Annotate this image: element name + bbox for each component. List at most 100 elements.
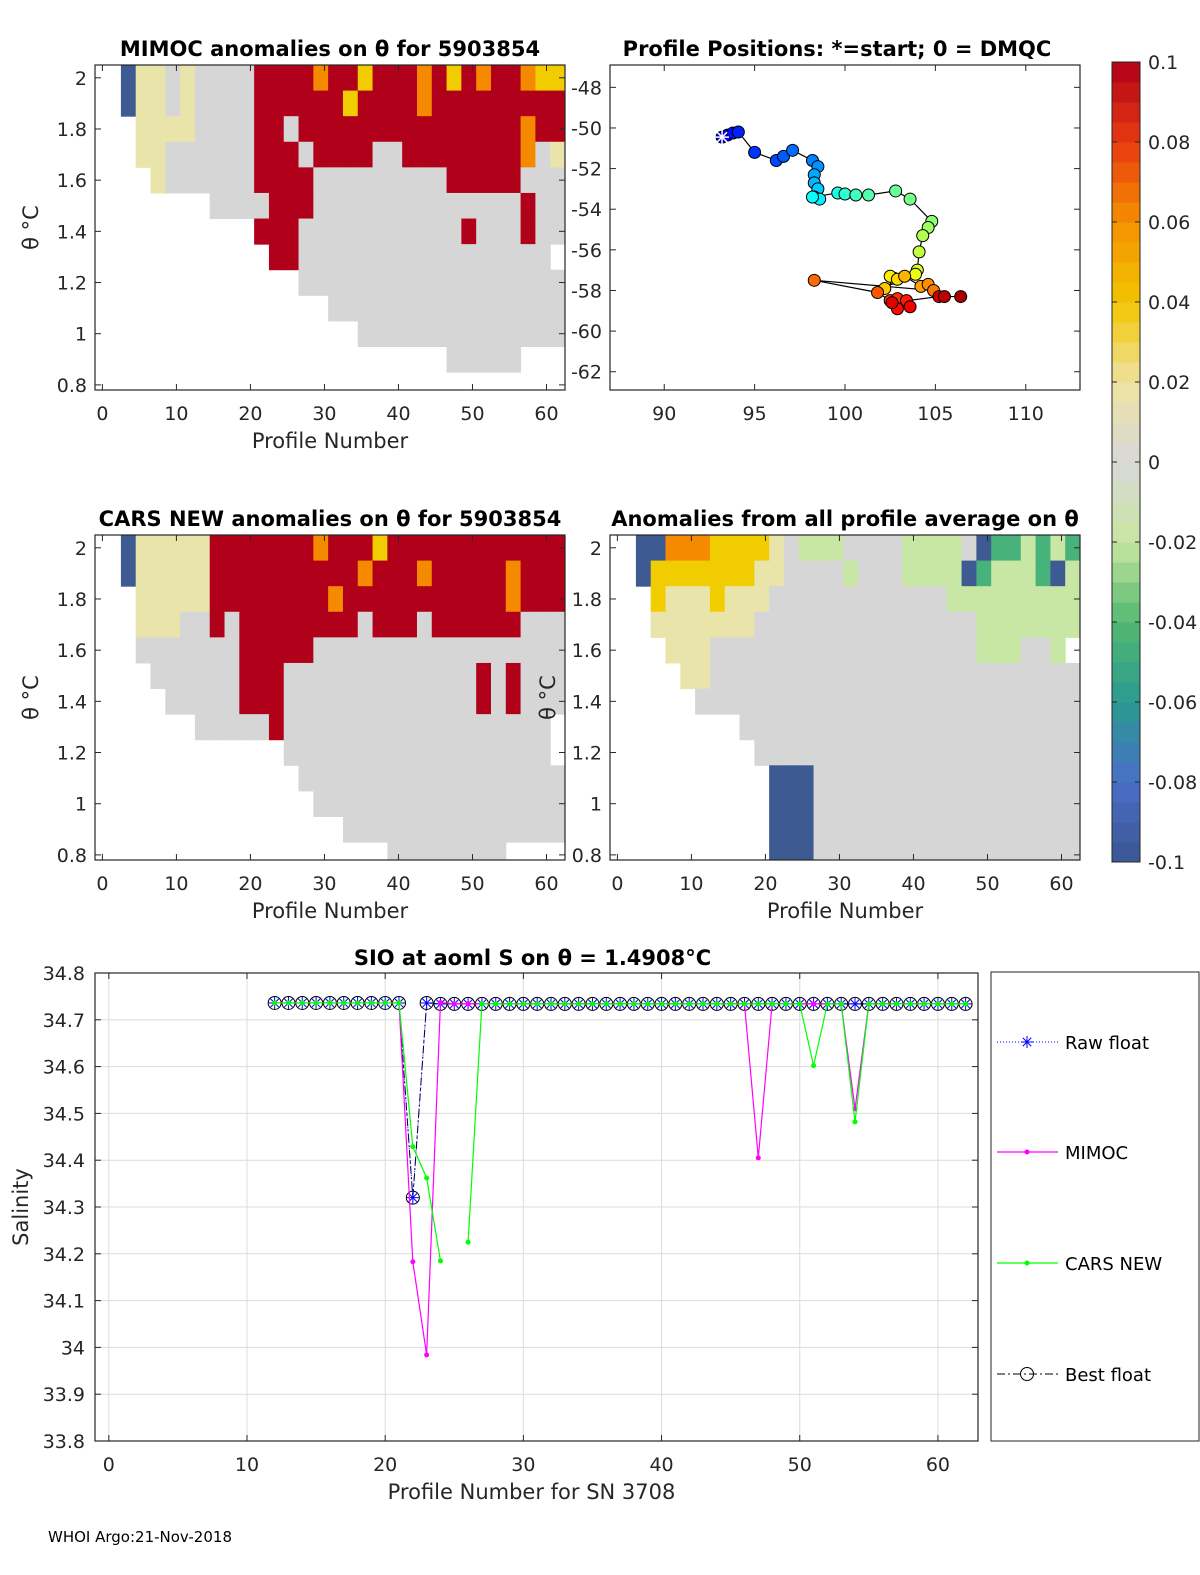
heatmap-cell xyxy=(372,269,388,296)
heatmap-cell xyxy=(887,662,903,690)
heatmap-cell xyxy=(976,842,992,861)
heatmap-cell xyxy=(476,688,492,715)
heatmap-cell xyxy=(342,535,359,562)
heatmap-cell xyxy=(887,688,903,715)
heatmap-cell xyxy=(461,192,477,220)
heatmap-cell xyxy=(857,662,874,690)
heatmap-cell xyxy=(150,141,166,168)
heatmap-cell xyxy=(416,662,433,690)
heatmap-cell xyxy=(180,560,196,587)
cars-new-marker xyxy=(410,1144,416,1150)
heatmap-cell xyxy=(402,65,418,92)
heatmap-cell xyxy=(1065,688,1081,715)
colorbar-band xyxy=(1112,222,1140,243)
heatmap-cell xyxy=(783,560,800,587)
y-tick-label: 1.4 xyxy=(57,221,87,243)
heatmap-cell xyxy=(490,586,507,613)
heatmap-cell xyxy=(917,560,933,587)
profile-position-marker xyxy=(898,269,912,283)
y-tick-label: -56 xyxy=(571,240,602,262)
heatmap-cell xyxy=(372,320,388,347)
heatmap-cell xyxy=(976,560,992,587)
heatmap-cell xyxy=(769,662,785,690)
y-axis-label: θ °C xyxy=(19,205,43,250)
heatmap-cell xyxy=(446,611,462,638)
heatmap-cell xyxy=(194,586,211,613)
heatmap-cell xyxy=(461,90,477,117)
heatmap-cell xyxy=(254,218,270,245)
heatmap-cell xyxy=(917,535,933,562)
heatmap-cell xyxy=(887,586,903,613)
heatmap-cell xyxy=(550,218,566,245)
heatmap-cell xyxy=(754,637,770,664)
heatmap-cell xyxy=(357,218,374,245)
chart-title: Profile Positions: *=start; 0 = DMQC xyxy=(623,37,1052,61)
heatmap-cell xyxy=(328,662,344,690)
cars-new-marker xyxy=(313,1000,319,1006)
heatmap-cell xyxy=(505,167,522,194)
heatmap-cell xyxy=(268,637,285,664)
heatmap-cell xyxy=(798,790,815,817)
heatmap-cell xyxy=(268,244,285,271)
heatmap-cell xyxy=(887,714,903,741)
heatmap-cell xyxy=(1020,739,1037,766)
heatmap-cell xyxy=(798,611,815,638)
heatmap-cell xyxy=(1065,662,1081,690)
mimoc-marker xyxy=(410,1259,416,1265)
heatmap-cell xyxy=(298,116,314,143)
heatmap-cell xyxy=(135,535,152,562)
heatmap-cell xyxy=(431,688,448,715)
heatmap-cell xyxy=(402,192,418,220)
heatmap-cell xyxy=(254,192,270,220)
heatmap-cell xyxy=(520,714,536,741)
heatmap-cell xyxy=(298,765,314,792)
heatmap-cell xyxy=(387,842,403,861)
heatmap-cell xyxy=(1035,714,1051,741)
heatmap-cell xyxy=(150,116,166,143)
heatmap-cell xyxy=(476,765,492,792)
x-axis-label: Profile Number xyxy=(767,899,924,923)
heatmap-cell xyxy=(342,141,359,168)
colorbar-tick-label: -0.08 xyxy=(1148,772,1197,794)
heatmap-cell xyxy=(239,611,255,638)
y-tick-label: 1.2 xyxy=(572,743,602,765)
heatmap-cell xyxy=(283,714,300,741)
heatmap-cell xyxy=(357,637,374,664)
heatmap-cell xyxy=(387,662,403,690)
heatmap-cell xyxy=(431,535,448,562)
heatmap-cell xyxy=(550,320,566,347)
heatmap-cell xyxy=(298,269,314,296)
heatmap-cell xyxy=(828,637,844,664)
heatmap-cell xyxy=(550,192,566,220)
heatmap-cell xyxy=(739,714,755,741)
heatmap-cell xyxy=(946,816,963,843)
heatmap-cell xyxy=(754,714,770,741)
heatmap-cell xyxy=(1005,765,1022,792)
colorbar-band xyxy=(1112,722,1140,743)
cars-new-marker xyxy=(396,1000,402,1006)
cars-new-marker xyxy=(949,1001,955,1007)
series-line xyxy=(274,1001,966,1355)
heatmap-cell xyxy=(505,586,522,613)
heatmap-cell xyxy=(239,167,255,194)
heatmap-cell xyxy=(476,218,492,245)
heatmap-cell xyxy=(1020,714,1037,741)
heatmap-cell xyxy=(239,560,255,587)
heatmap-cell xyxy=(550,765,566,792)
heatmap-cell xyxy=(769,816,785,843)
heatmap-cell xyxy=(342,611,359,638)
heatmap-cell xyxy=(416,560,433,587)
cars-new-marker xyxy=(507,1001,513,1007)
heatmap-cell xyxy=(813,611,829,638)
heatmap-cell xyxy=(283,586,300,613)
heatmap-cell xyxy=(1050,739,1066,766)
axes-2 xyxy=(95,535,565,860)
heatmap-cell xyxy=(887,535,903,562)
heatmap-cell xyxy=(828,790,844,817)
heatmap-cell xyxy=(342,637,359,664)
heatmap-cell xyxy=(342,714,359,741)
x-tick-label: 110 xyxy=(1008,403,1044,425)
heatmap-cell xyxy=(224,714,240,741)
heatmap-cell xyxy=(769,790,785,817)
heatmap-cell xyxy=(357,714,374,741)
